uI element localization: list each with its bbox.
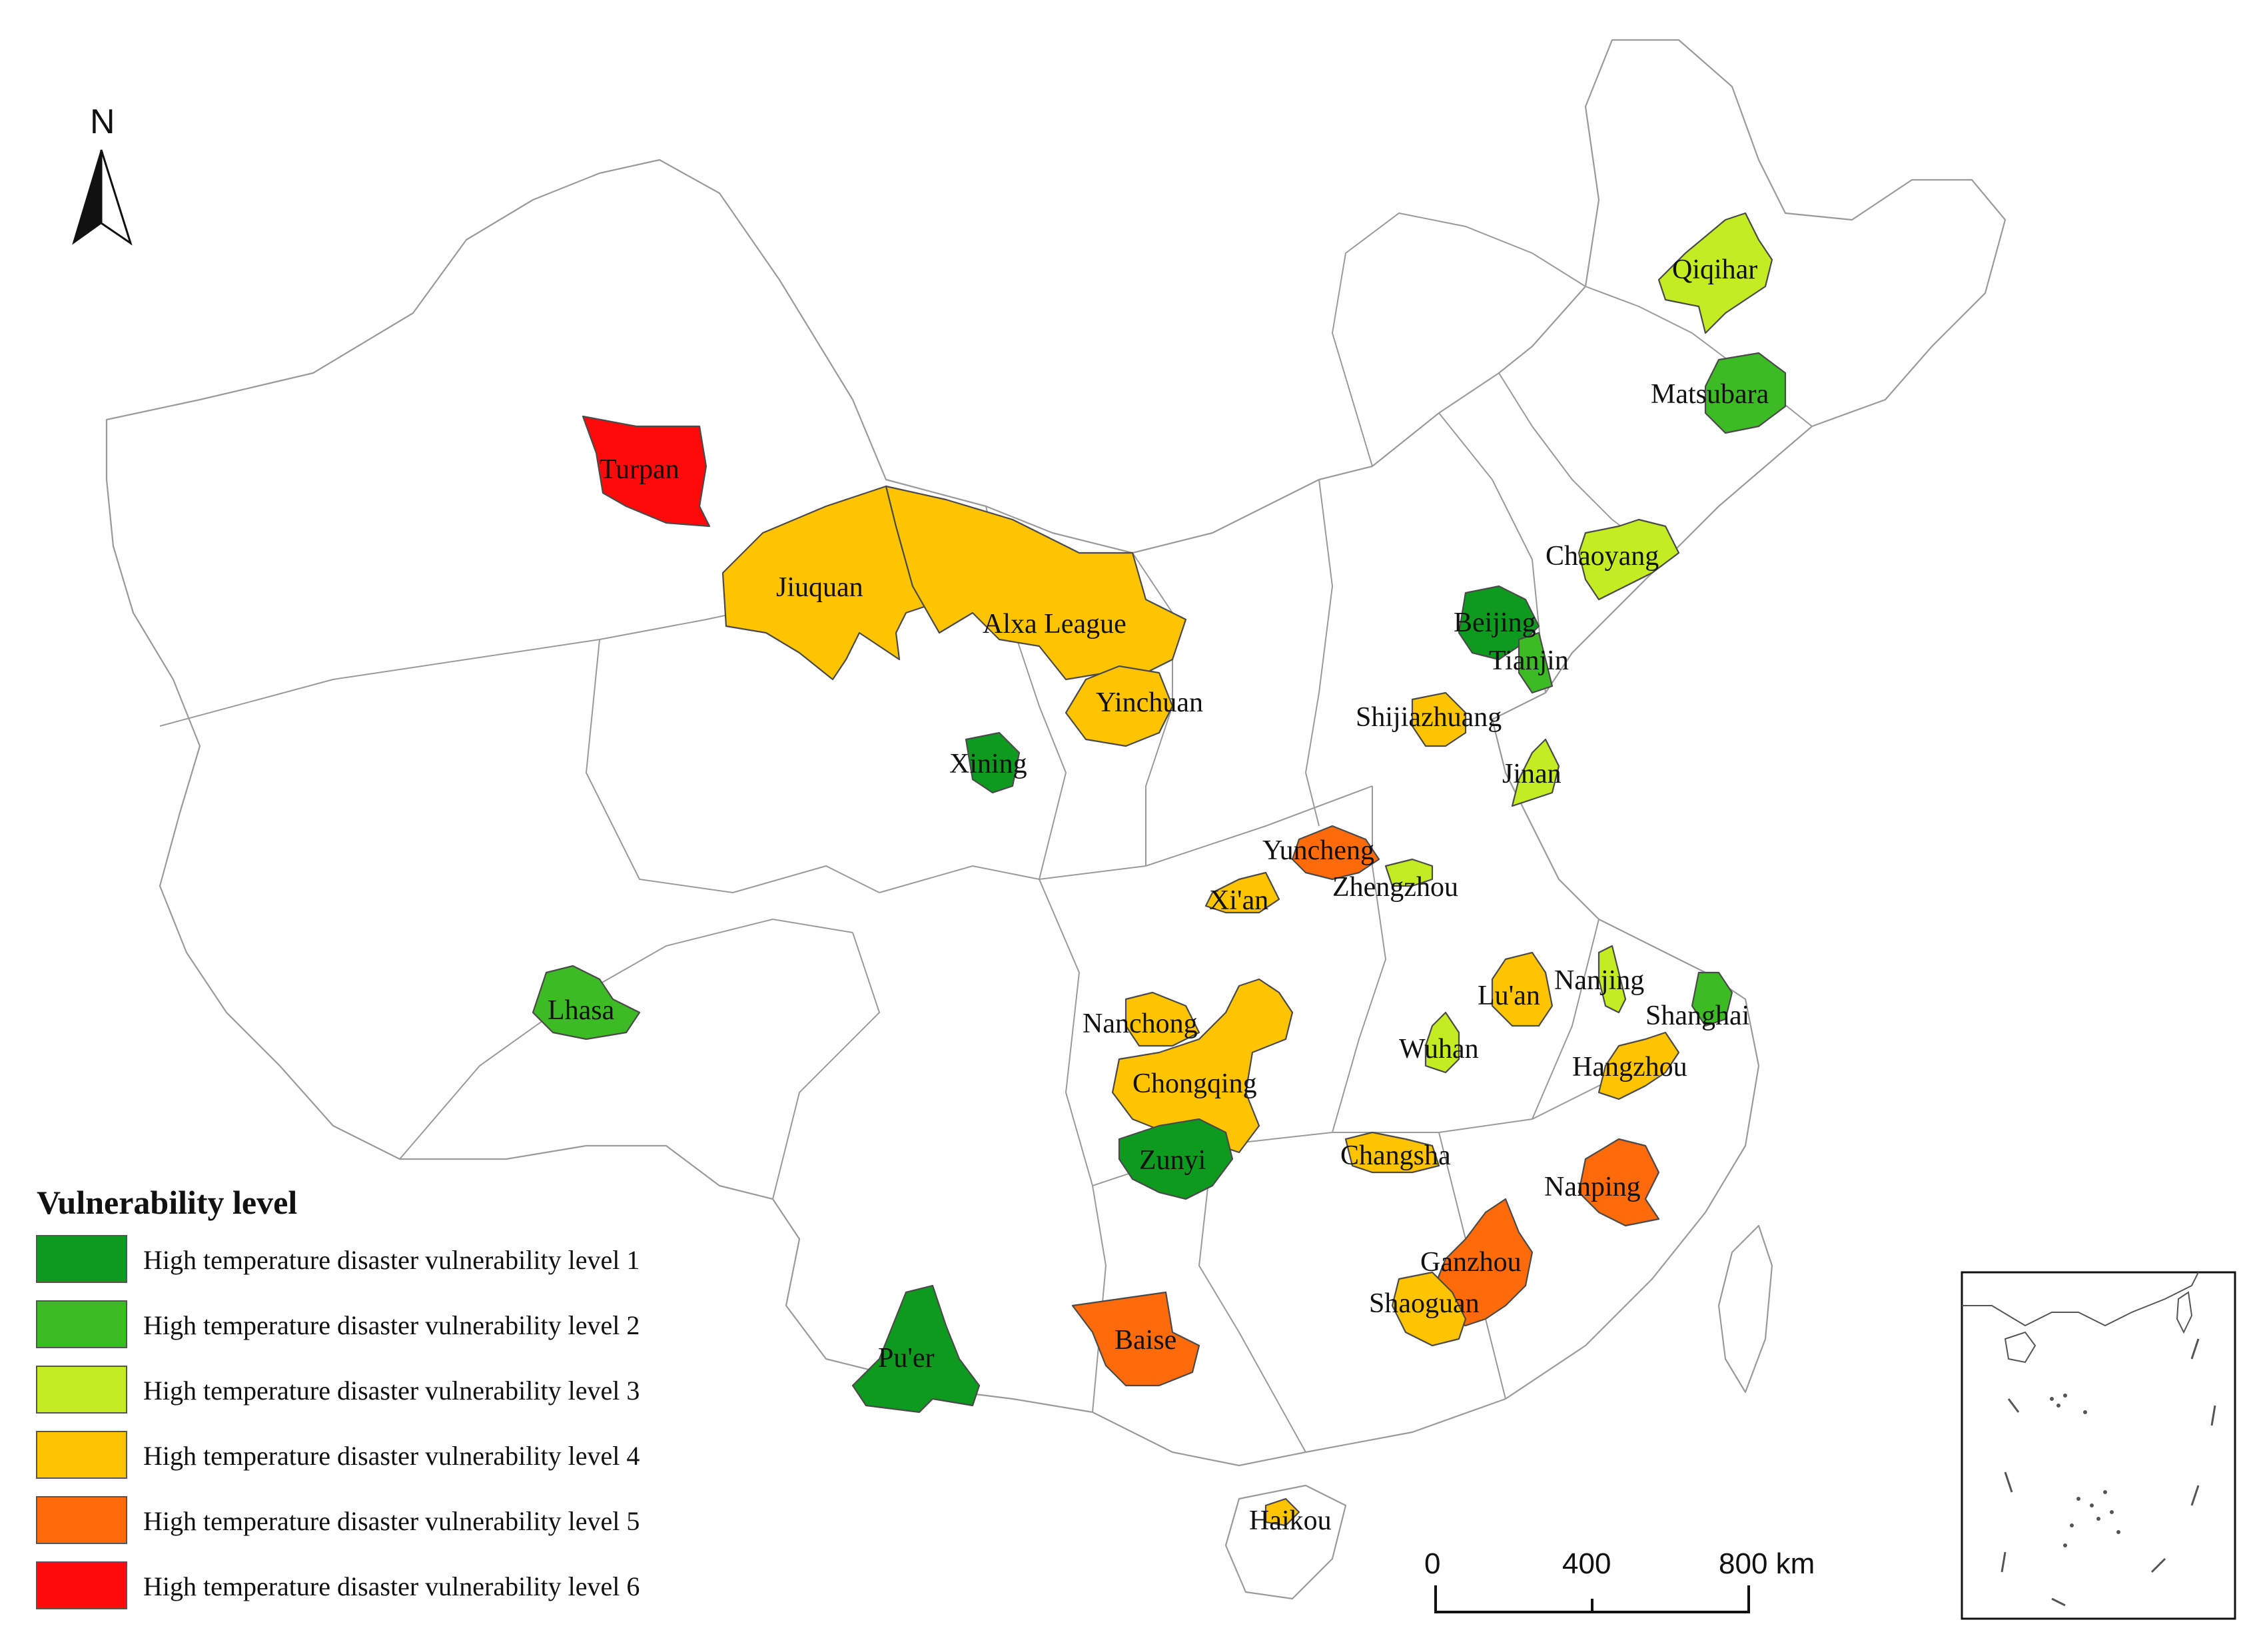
north-arrow: N xyxy=(72,103,133,246)
base-map xyxy=(105,39,2007,1600)
region-ganzhou xyxy=(1431,1198,1534,1327)
north-label: N xyxy=(90,103,115,141)
scale-label-0: 0 xyxy=(1424,1547,1440,1580)
label-nanjing: Nanjing xyxy=(1554,965,1644,996)
region-shanghai xyxy=(1691,971,1733,1027)
hainan-island xyxy=(1224,1484,1347,1600)
legend: Vulnerability level High temperature dis… xyxy=(36,1184,640,1609)
region-qiqihar xyxy=(1657,212,1773,334)
legend-swatch-level-5 xyxy=(36,1496,127,1544)
legend-title: Vulnerability level xyxy=(37,1184,297,1221)
inset-frame xyxy=(1961,1271,2236,1620)
region-hangzhou xyxy=(1597,1031,1680,1100)
region-wuhan xyxy=(1424,1011,1460,1074)
label-jiuquan: Jiuquan xyxy=(776,572,863,603)
label-beijing: Beijing xyxy=(1454,608,1536,638)
label-xining: Xining xyxy=(949,749,1027,779)
inset-coastline xyxy=(1962,1272,2199,1327)
inset-taiwan xyxy=(2176,1291,2193,1334)
label-changsha: Changsha xyxy=(1340,1140,1451,1171)
scale-label-800: 800 km xyxy=(1719,1547,1815,1580)
label-jinan: Jinan xyxy=(1502,759,1562,789)
city-regions xyxy=(532,212,1787,1527)
label-yinchuan: Yinchuan xyxy=(1096,687,1203,718)
region-luan xyxy=(1491,951,1554,1027)
north-arrow-right-half xyxy=(100,149,133,246)
region-jiuquan xyxy=(721,485,927,681)
legend-swatch-level-3 xyxy=(36,1366,127,1414)
label-matsubara: Matsubara xyxy=(1651,379,1769,410)
label-puer: Pu'er xyxy=(878,1343,935,1374)
label-alxa-league: Alxa League xyxy=(983,609,1127,639)
region-nanping xyxy=(1578,1138,1660,1227)
inset-islands xyxy=(2050,1394,2120,1547)
label-chaoyang: Chaoyang xyxy=(1546,541,1659,572)
region-puer xyxy=(851,1284,981,1414)
scale-label-400: 400 xyxy=(1562,1547,1611,1580)
north-arrow-icon xyxy=(72,149,102,245)
label-xian: Xi'an xyxy=(1209,885,1268,916)
label-shijiazhuang: Shijiazhuang xyxy=(1356,702,1502,733)
region-xian xyxy=(1204,871,1280,914)
label-yuncheng: Yuncheng xyxy=(1262,835,1374,866)
scale-bar-line xyxy=(1434,1585,1750,1613)
legend-label-level-6: High temperature disaster vulnerability … xyxy=(143,1571,640,1601)
region-haikou xyxy=(1264,1497,1300,1527)
legend-label-level-2: High temperature disaster vulnerability … xyxy=(143,1310,640,1340)
label-zunyi: Zunyi xyxy=(1139,1145,1206,1176)
legend-label-level-3: High temperature disaster vulnerability … xyxy=(143,1376,640,1406)
legend-swatch-level-1 xyxy=(36,1235,127,1283)
label-wuhan: Wuhan xyxy=(1399,1034,1479,1064)
region-nanchong xyxy=(1125,991,1200,1047)
legend-swatch-level-4 xyxy=(36,1431,127,1479)
region-turpan xyxy=(582,415,711,528)
legend-label-level-4: High temperature disaster vulnerability … xyxy=(143,1441,640,1471)
label-nanchong: Nanchong xyxy=(1083,1009,1198,1039)
legend-swatch-level-2 xyxy=(36,1300,127,1348)
city-labels: Turpan Jiuquan Alxa League Yinchuan Xini… xyxy=(548,254,1769,1536)
legend-swatch-level-6 xyxy=(36,1561,127,1609)
inset-hainan xyxy=(2004,1331,2036,1364)
region-zunyi xyxy=(1118,1118,1234,1200)
region-xining xyxy=(965,731,1021,794)
label-hangzhou: Hangzhou xyxy=(1572,1052,1687,1082)
region-changsha xyxy=(1344,1131,1440,1174)
scale-bar: 0 400 800 km xyxy=(1424,1547,1815,1613)
region-shijiazhuang xyxy=(1411,691,1467,747)
region-shaoguan xyxy=(1391,1271,1467,1347)
label-turpan: Turpan xyxy=(600,454,679,485)
legend-label-level-5: High temperature disaster vulnerability … xyxy=(143,1506,640,1536)
region-jinan xyxy=(1511,738,1560,807)
label-chongqing: Chongqing xyxy=(1132,1068,1257,1099)
inset-map xyxy=(1961,1271,2236,1620)
region-lhasa xyxy=(532,965,641,1040)
label-haikou: Haikou xyxy=(1249,1505,1332,1536)
label-nanping: Nanping xyxy=(1544,1172,1641,1202)
region-nanjing xyxy=(1597,945,1627,1014)
label-baise: Baise xyxy=(1115,1325,1176,1356)
inset-dash-line xyxy=(2001,1338,2216,1607)
region-matsubara xyxy=(1704,352,1787,434)
label-shaoguan: Shaoguan xyxy=(1369,1288,1480,1319)
label-luan: Lu'an xyxy=(1478,981,1540,1011)
label-shanghai: Shanghai xyxy=(1645,1001,1749,1031)
region-yinchuan xyxy=(1065,665,1174,747)
region-chaoyang xyxy=(1578,518,1680,601)
region-zhengzhou xyxy=(1384,858,1434,887)
label-qiqihar: Qiqihar xyxy=(1672,254,1757,285)
legend-label-level-1: High temperature disaster vulnerability … xyxy=(143,1245,640,1275)
label-zhengzhou: Zhengzhou xyxy=(1332,872,1458,903)
label-lhasa: Lhasa xyxy=(548,995,615,1026)
region-yuncheng xyxy=(1291,825,1380,881)
legend-items: High temperature disaster vulnerability … xyxy=(36,1235,640,1609)
taiwan-island xyxy=(1717,1224,1773,1394)
label-tianjin: Tianjin xyxy=(1489,645,1569,676)
region-tianjin xyxy=(1518,631,1554,694)
region-baise xyxy=(1071,1291,1200,1387)
label-ganzhou: Ganzhou xyxy=(1420,1247,1522,1278)
